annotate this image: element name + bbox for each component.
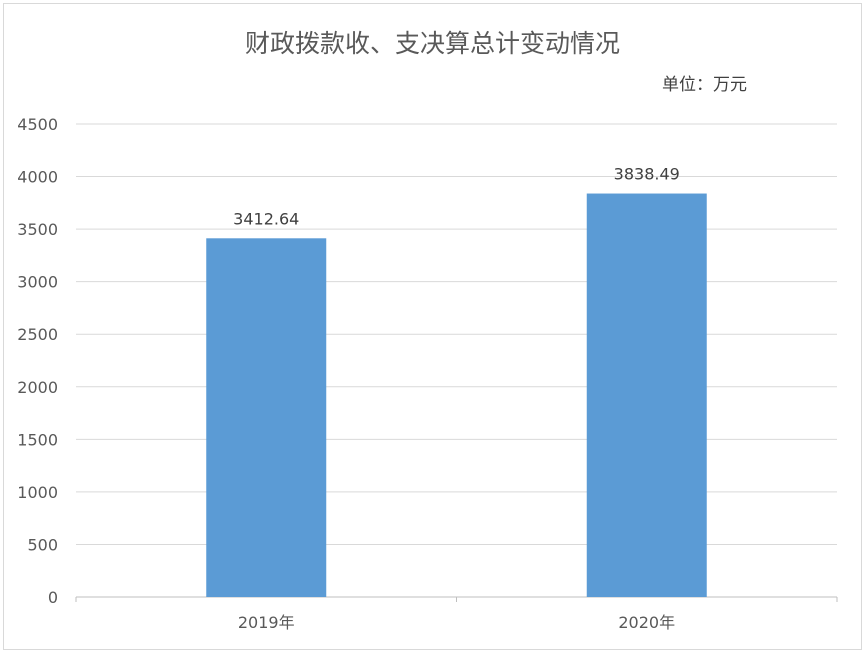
x-tick-label: 2019年: [238, 613, 295, 632]
chart-title: 财政拨款收、支决算总计变动情况: [244, 29, 620, 58]
y-tick-label: 4000: [17, 168, 58, 187]
x-tick-label: 2020年: [618, 613, 675, 632]
y-tick-label: 2000: [17, 378, 58, 397]
y-tick-label: 1000: [17, 483, 58, 502]
chart-frame: [3, 3, 862, 650]
unit-label: 单位：万元: [662, 75, 747, 95]
y-tick-label: 0: [48, 588, 58, 607]
y-tick-label: 500: [27, 535, 58, 554]
y-tick-label: 4500: [17, 115, 58, 134]
y-tick-label: 2500: [17, 325, 58, 344]
data-label: 3838.49: [614, 165, 680, 184]
bar: [586, 193, 707, 598]
y-tick-label: 3000: [17, 273, 58, 292]
y-tick-label: 3500: [17, 220, 58, 239]
bar: [206, 238, 327, 597]
data-label: 3412.64: [233, 209, 299, 228]
y-tick-label: 1500: [17, 430, 58, 449]
